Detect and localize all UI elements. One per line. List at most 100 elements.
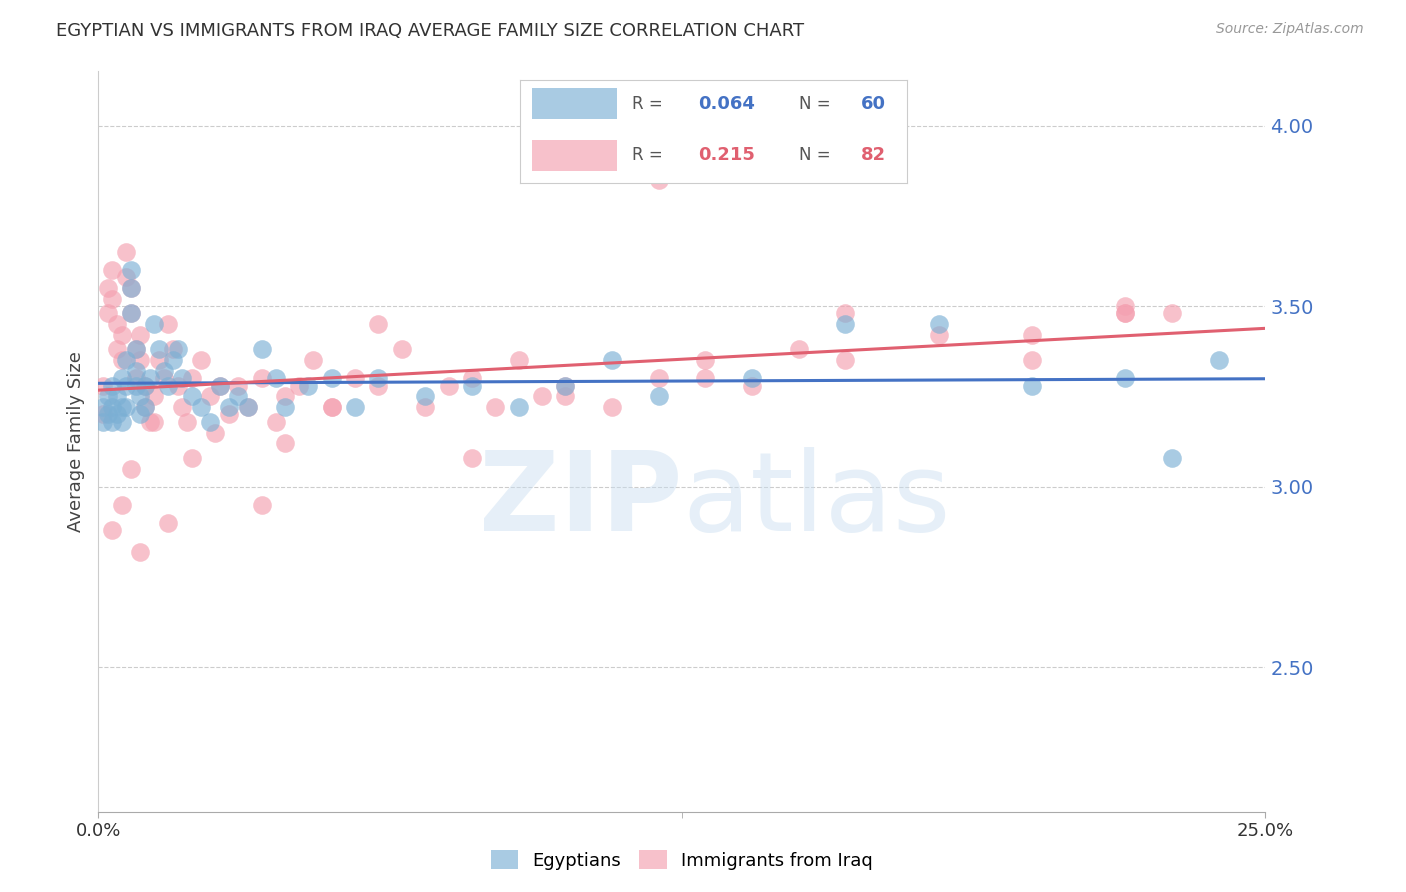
Point [461,450,484,465]
Point [288,378,311,392]
Point [120,263,142,277]
Point [1021,353,1043,368]
Point [344,371,367,385]
Point [554,389,576,403]
Point [200,415,222,429]
Point [200,389,222,403]
Point [228,378,250,392]
Point [344,401,367,415]
Point [111,371,134,385]
Point [162,343,184,357]
Point [1021,328,1043,343]
Point [834,306,856,320]
Point [105,389,128,403]
Point [143,415,166,429]
Point [204,425,226,440]
Point [134,378,156,392]
Point [695,353,717,368]
Point [152,371,174,385]
Point [115,270,138,285]
Point [105,343,128,357]
Point [97,389,120,403]
Point [105,317,128,331]
Point [218,408,240,422]
Text: R =: R = [633,146,664,164]
Point [97,408,120,422]
Point [190,401,212,415]
Point [321,371,343,385]
Point [1114,299,1136,313]
Point [139,415,162,429]
Point [367,371,389,385]
Point [91,415,114,429]
Point [274,401,297,415]
Text: N =: N = [799,146,830,164]
Point [111,328,134,343]
Point [600,353,623,368]
Point [101,523,124,537]
Point [208,378,231,392]
Point [508,353,530,368]
Point [180,389,202,403]
Point [176,415,198,429]
Point [91,401,114,415]
Point [162,353,184,368]
Point [125,343,148,357]
Point [125,371,148,385]
Point [125,378,148,392]
Text: Source: ZipAtlas.com: Source: ZipAtlas.com [1216,22,1364,37]
Point [129,353,152,368]
Point [115,353,138,368]
Point [250,498,273,512]
Point [101,415,124,429]
Point [1208,353,1230,368]
Point [264,371,287,385]
Point [1114,306,1136,320]
Point [129,544,152,558]
Text: 60: 60 [860,95,886,113]
Point [97,306,120,320]
Point [166,343,188,357]
Point [152,364,174,378]
Point [120,306,142,320]
Point [250,371,273,385]
Point [695,371,717,385]
Point [157,378,180,392]
Point [115,378,138,392]
Text: 0.064: 0.064 [699,95,755,113]
Point [274,389,297,403]
Point [180,371,202,385]
Point [928,328,950,343]
Point [129,389,152,403]
Y-axis label: Average Family Size: Average Family Size [66,351,84,532]
Point [139,371,162,385]
Point [461,371,484,385]
Point [302,353,325,368]
Point [120,461,142,475]
Point [321,401,343,415]
Point [218,401,240,415]
Point [115,401,138,415]
Point [834,317,856,331]
Point [367,317,389,331]
Point [787,343,810,357]
Point [321,401,343,415]
Point [105,408,128,422]
Point [111,415,134,429]
Point [172,371,194,385]
Text: 82: 82 [860,146,886,164]
Point [111,353,134,368]
Bar [531,88,617,120]
Point [508,401,530,415]
Point [1161,306,1184,320]
Point [97,281,120,295]
Point [134,401,156,415]
Point [148,343,170,357]
Point [134,378,156,392]
Point [236,401,259,415]
Point [111,401,134,415]
Point [274,436,297,450]
Point [208,378,231,392]
Bar [531,140,617,170]
Text: R =: R = [633,95,664,113]
